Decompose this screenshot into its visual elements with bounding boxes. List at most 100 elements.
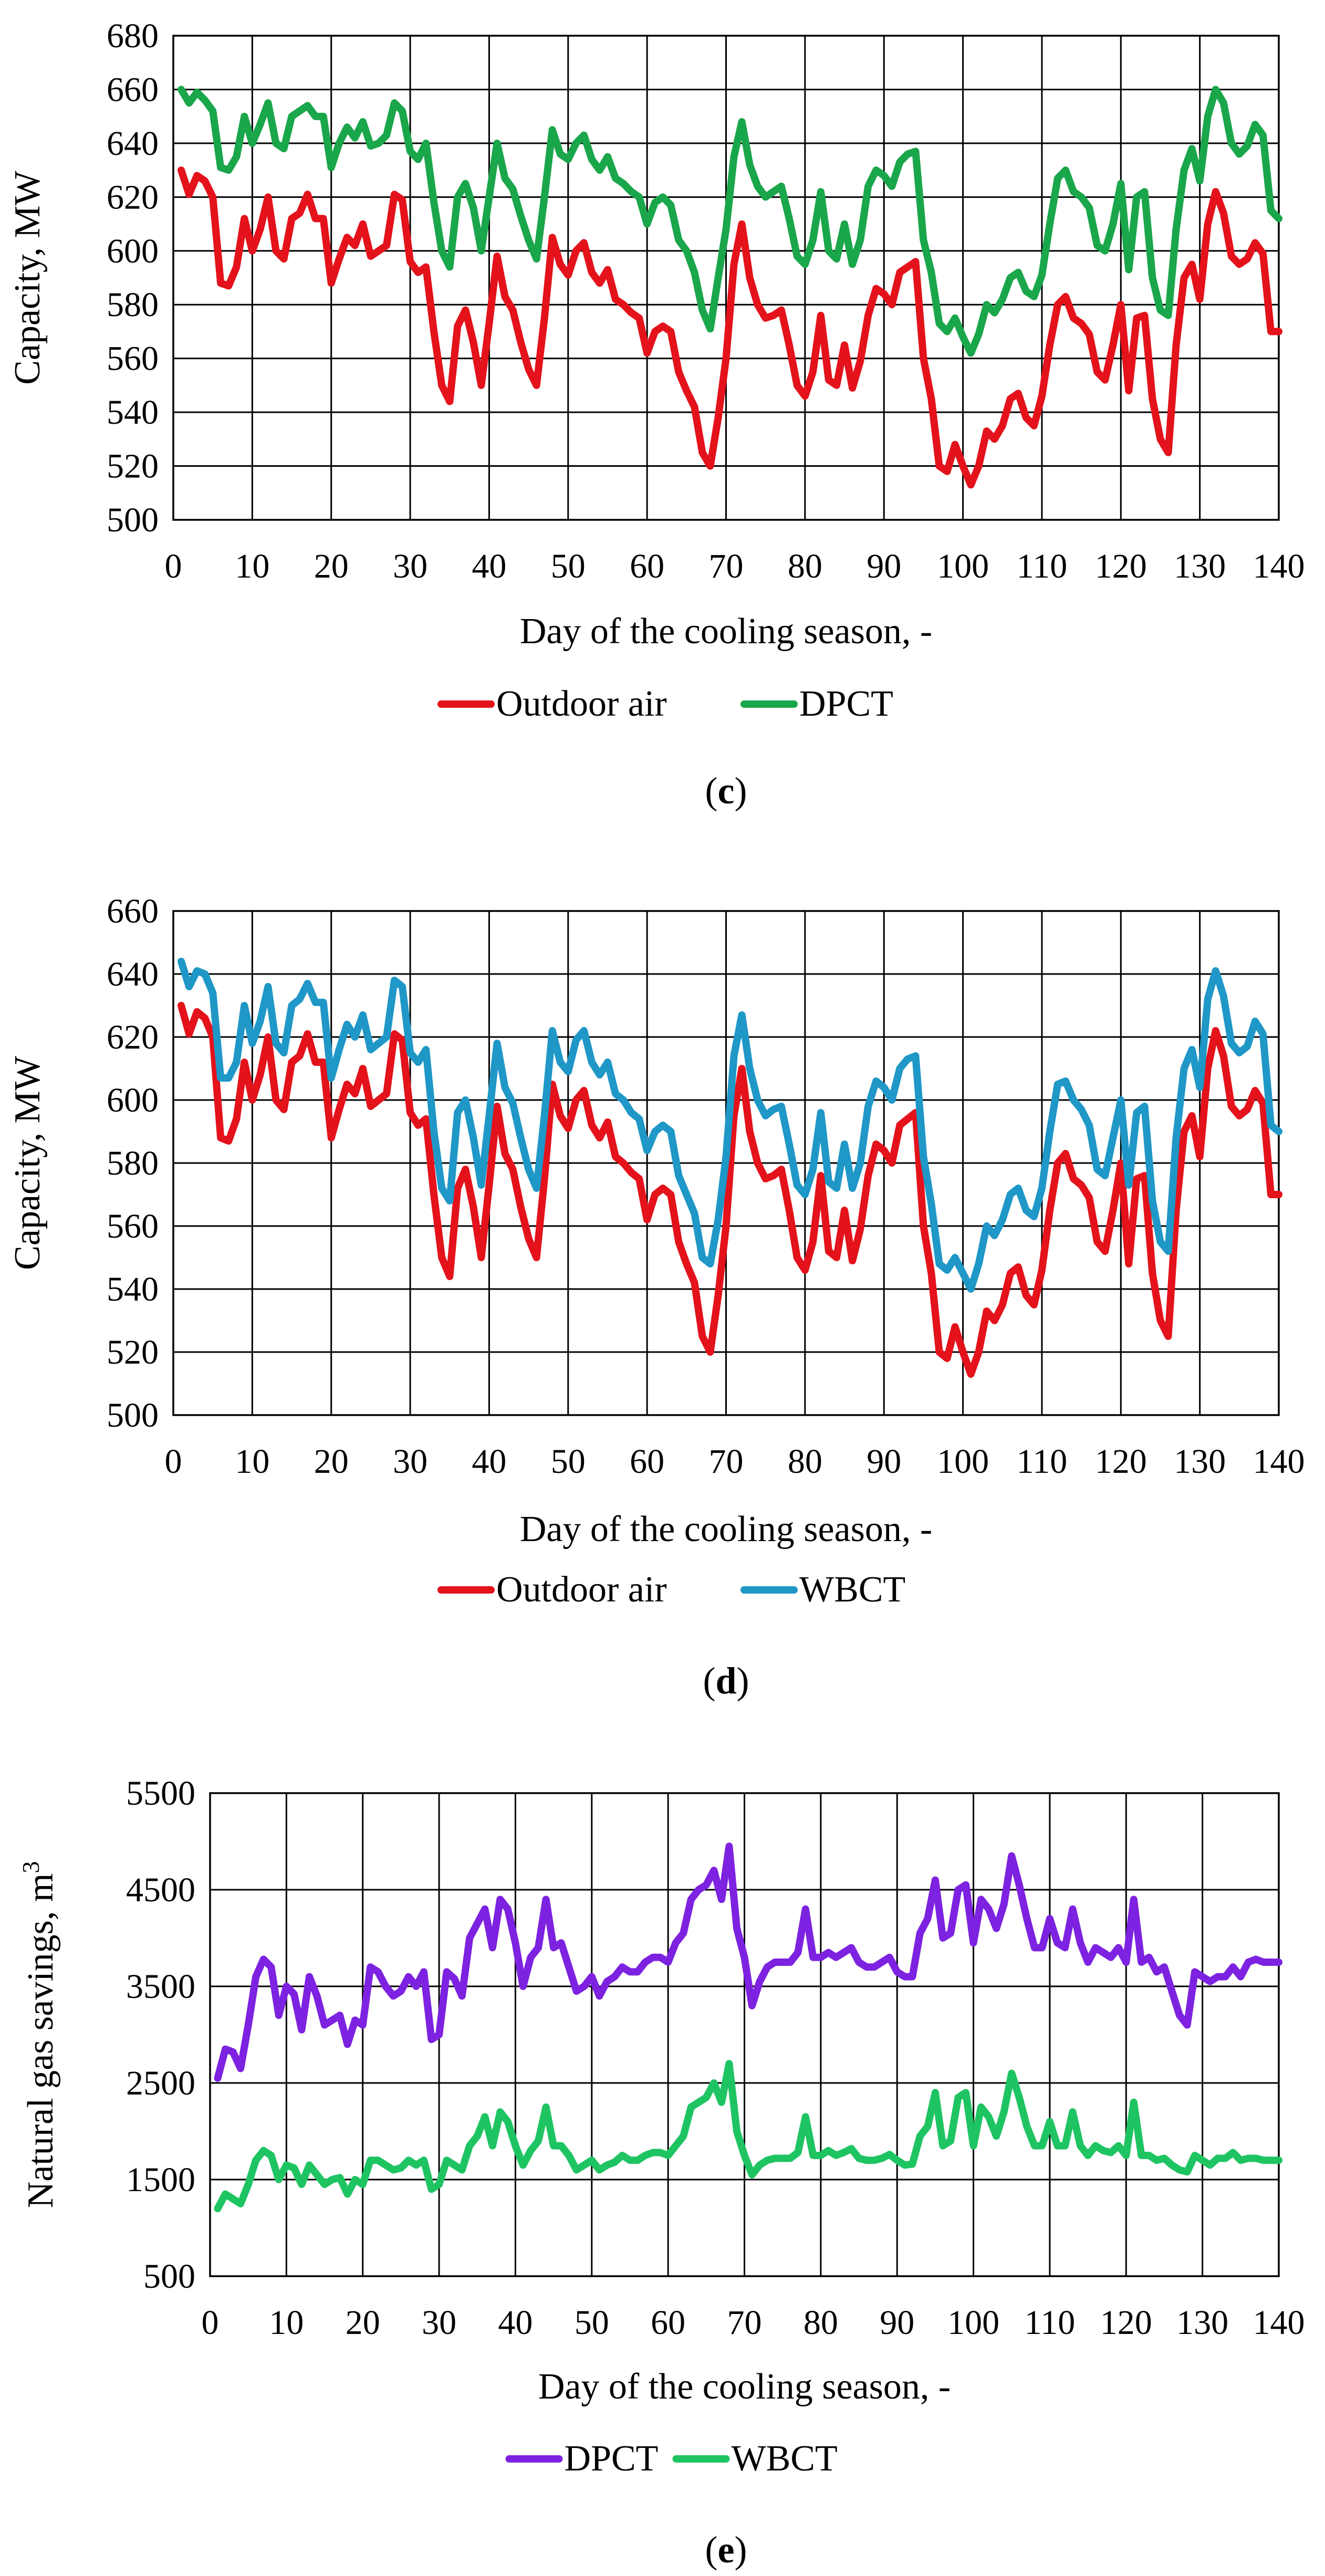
plot-area-frame	[172, 910, 1280, 1416]
x-tick-label: 50	[551, 547, 586, 585]
y-axis-title-text: Capacity, MW	[7, 1056, 48, 1270]
x-tick-label: 100	[947, 2303, 999, 2342]
y-tick-label: 500	[107, 501, 159, 539]
legend-label: DPCT	[799, 684, 893, 724]
x-tick-label: 50	[575, 2303, 609, 2342]
y-axis-title: Capacity, MW	[7, 171, 48, 385]
y-axis-title-superscript: 3	[17, 1861, 44, 1873]
y-tick-label: 620	[107, 178, 159, 216]
y-tick-label: 4500	[126, 1871, 195, 1909]
x-tick-label: 120	[1100, 2303, 1152, 2342]
x-tick-label: 10	[235, 1442, 269, 1481]
x-tick-label: 30	[422, 2303, 456, 2342]
y-tick-label: 640	[107, 955, 159, 993]
legend-item: DPCT	[505, 2438, 659, 2479]
x-tick-label: 110	[1017, 1442, 1068, 1481]
plot-area-frame	[209, 1792, 1280, 2277]
caption-open-paren: (	[705, 2529, 718, 2571]
y-tick-label: 5500	[126, 1774, 195, 1813]
x-tick-label: 70	[709, 1442, 744, 1481]
y-tick-label: 500	[143, 2257, 195, 2296]
x-tick-label: 20	[314, 1442, 349, 1481]
panel-caption: (d)	[703, 1660, 749, 1702]
x-tick-label: 20	[314, 547, 349, 585]
legend-item: Outdoor air	[437, 684, 667, 724]
y-tick-label: 540	[107, 1270, 159, 1308]
y-tick-label: 540	[107, 393, 159, 432]
y-tick-label: 660	[107, 892, 159, 930]
legend-label: WBCT	[732, 2438, 838, 2479]
series-line-dpct	[178, 86, 1282, 357]
x-tick-label: 30	[393, 1442, 427, 1481]
legend-label: Outdoor air	[496, 1569, 667, 1610]
y-tick-label: 2500	[126, 2064, 195, 2102]
panel-caption: (c)	[705, 770, 747, 812]
legend-label: DPCT	[565, 2438, 659, 2479]
y-tick-label: 580	[107, 286, 159, 324]
caption-open-paren: (	[703, 1660, 715, 1702]
chart-panel-c: 0 10 20 30 40 50 60 70 80 90 100 110 120 130 140 500 520…	[7, 17, 1305, 812]
legend-item: Outdoor air	[437, 1569, 667, 1610]
x-axis-title: Day of the cooling season, -	[520, 611, 932, 652]
y-tick-label: 580	[107, 1144, 159, 1182]
x-tick-label: 60	[630, 1442, 664, 1481]
x-tick-label: 0	[165, 1442, 182, 1481]
x-tick-label: 110	[1017, 547, 1068, 585]
caption-open-paren: (	[705, 770, 718, 812]
legend-item: WBCT	[672, 2438, 838, 2479]
y-axis-title: Natural gas savings, m3	[17, 1861, 61, 2208]
x-tick-label: 40	[472, 547, 506, 585]
x-tick-label: 130	[1174, 547, 1226, 585]
caption-close-paren: )	[734, 2529, 747, 2571]
plot-area-frame	[172, 35, 1280, 521]
legend: Outdoor air DPCT	[437, 684, 893, 724]
y-tick-label: 600	[107, 232, 159, 270]
chart-panel-d: 0 10 20 30 40 50 60 70 80 90 100 110 120 130 140 500 520…	[7, 892, 1305, 1702]
x-tick-label: 0	[202, 2303, 219, 2342]
y-tick-label: 600	[107, 1081, 159, 1119]
legend-label: WBCT	[799, 1569, 905, 1610]
x-tick-label: 10	[269, 2303, 304, 2342]
series-line-wbct	[178, 958, 1282, 1293]
y-tick-label: 3500	[126, 1967, 195, 2006]
y-tick-label: 620	[107, 1018, 159, 1056]
x-tick-label: 50	[551, 1442, 586, 1481]
series-line-dpct	[214, 1842, 1282, 2082]
x-tick-label: 90	[867, 1442, 901, 1481]
y-tick-label: 1500	[126, 2161, 195, 2199]
x-tick-label: 130	[1176, 2303, 1228, 2342]
x-tick-label: 90	[867, 547, 901, 585]
y-tick-label: 520	[107, 447, 159, 486]
caption-letter: c	[718, 770, 735, 812]
x-tick-label: 20	[346, 2303, 380, 2342]
caption-close-paren: )	[737, 1660, 749, 1702]
y-tick-label: 520	[107, 1333, 159, 1371]
x-tick-label: 40	[498, 2303, 533, 2342]
panel-caption: (e)	[705, 2529, 747, 2571]
x-tick-label: 110	[1025, 2303, 1076, 2342]
caption-close-paren: )	[734, 770, 747, 812]
x-tick-label: 30	[393, 547, 427, 585]
series-line-wbct	[214, 2060, 1282, 2213]
x-tick-label: 90	[880, 2303, 914, 2342]
series-line-outdoor-air	[178, 1002, 1282, 1378]
legend-item: WBCT	[740, 1569, 905, 1610]
y-tick-label: 500	[107, 1396, 159, 1434]
x-tick-label: 140	[1253, 2303, 1305, 2342]
legend-item: DPCT	[740, 684, 893, 724]
x-tick-label: 0	[165, 547, 182, 585]
x-tick-label: 130	[1174, 1442, 1226, 1481]
y-tick-label: 680	[107, 17, 159, 55]
x-tick-label: 120	[1095, 547, 1147, 585]
x-tick-label: 80	[804, 2303, 838, 2342]
x-tick-label: 60	[651, 2303, 685, 2342]
x-tick-label: 40	[472, 1442, 506, 1481]
x-tick-label: 70	[709, 547, 744, 585]
x-tick-label: 80	[788, 547, 822, 585]
y-axis-title-text: Natural gas savings, m	[20, 1873, 61, 2208]
legend: Outdoor air WBCT	[437, 1569, 905, 1610]
x-tick-label: 100	[937, 547, 989, 585]
y-axis-title: Capacity, MW	[7, 1056, 48, 1270]
x-tick-label: 60	[630, 547, 664, 585]
